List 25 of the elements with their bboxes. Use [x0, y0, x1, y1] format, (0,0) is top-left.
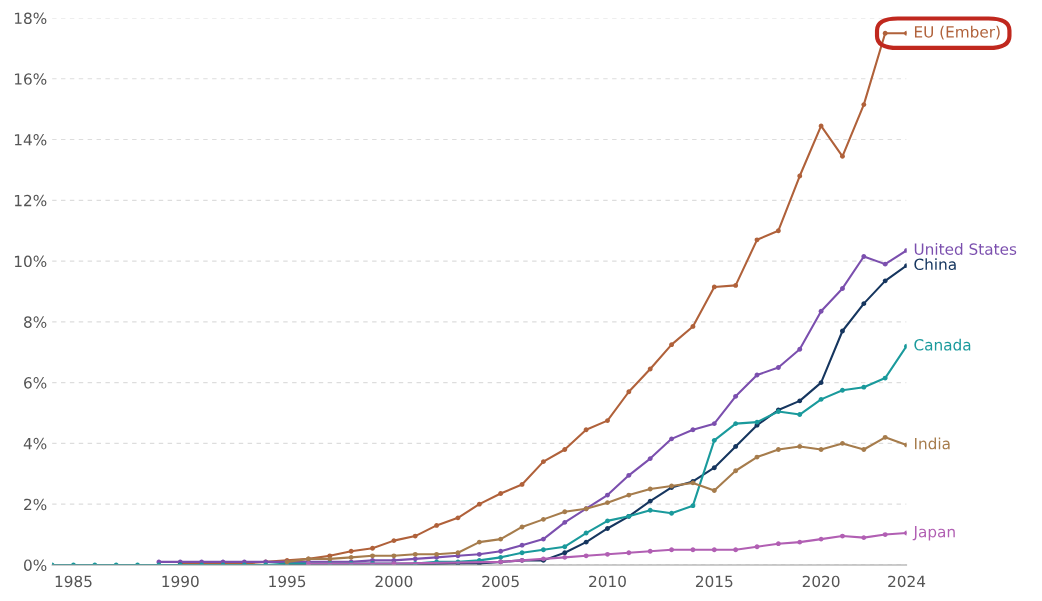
x-tick-label: 2020 [802, 575, 840, 588]
y-tick-label: 12% [14, 194, 47, 207]
y-tick-label: 6% [24, 377, 47, 389]
series-label: United States [914, 243, 1017, 255]
y-tick-label: 14% [14, 134, 47, 146]
series-label: China [914, 258, 956, 271]
x-tick-label: 2000 [375, 575, 413, 588]
y-tick-label: 2% [24, 498, 47, 511]
x-tick-label: 1985 [55, 575, 92, 588]
x-tick-label: 1995 [269, 575, 306, 588]
x-tick-label: 2015 [695, 575, 733, 588]
y-tick-label: 4% [23, 437, 47, 450]
x-tick-label: 2010 [589, 575, 626, 588]
y-tick-label: 16% [14, 73, 47, 85]
y-tick-label: 10% [14, 255, 47, 268]
x-tick-label: 1990 [162, 575, 199, 588]
series-label: EU (Ember) [914, 25, 1000, 40]
x-tick-label: 2024 [888, 575, 926, 588]
series-label: India [914, 437, 950, 450]
x-tick-label: 2005 [482, 575, 519, 588]
y-tick-label: 18% [14, 12, 47, 25]
y-tick-label: 0% [24, 559, 47, 571]
series-label: Japan [912, 526, 955, 541]
series-label: Canada [914, 338, 971, 351]
y-tick-label: 8% [24, 316, 47, 328]
